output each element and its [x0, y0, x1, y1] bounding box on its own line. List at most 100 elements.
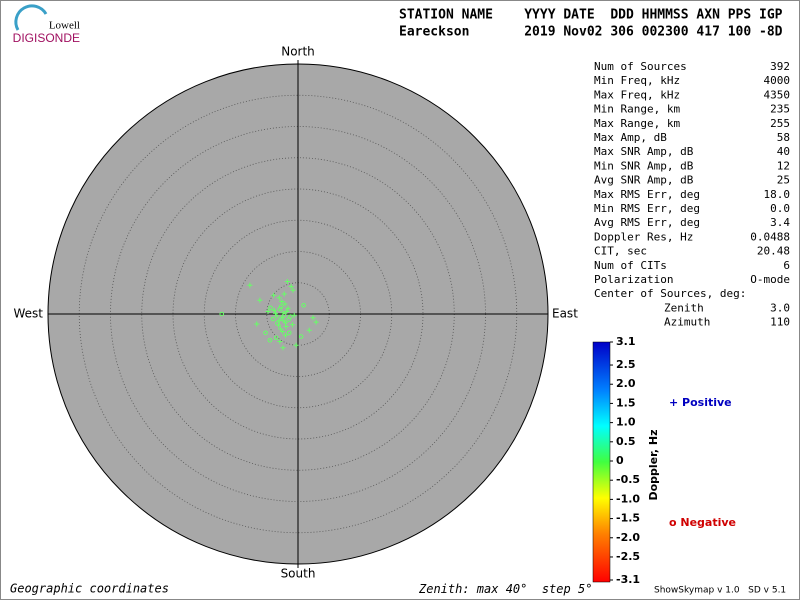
legend-negative: o Negative: [669, 516, 736, 529]
stat-label: Max RMS Err, deg: [594, 188, 700, 201]
source-point: [273, 335, 279, 341]
source-point: [288, 314, 293, 319]
source-point: [270, 316, 276, 322]
source-point: [289, 322, 295, 328]
stat-label: Doppler Res, Hz: [594, 230, 693, 243]
stat-label: Avg RMS Err, deg: [594, 216, 700, 229]
source-point: [247, 282, 253, 288]
footer-zenith: Zenith: max 40° step 5°: [418, 582, 592, 596]
colorbar-tick-label: 1.5: [616, 396, 636, 409]
source-point: [257, 297, 263, 303]
source-point: [284, 309, 290, 314]
stat-value: 58: [777, 131, 790, 144]
colorbar-tick-label: -1.0: [616, 492, 640, 505]
stat-label: Num of Sources: [594, 60, 687, 73]
stat-value: 0.0488: [750, 230, 790, 243]
source-point: [276, 295, 282, 301]
footer-right: ShowSkymap v 1.0 SD v 5.1: [654, 586, 786, 596]
logo-top: Lowell: [49, 20, 80, 32]
stat-value: 4350: [764, 88, 791, 101]
source-point: [273, 310, 278, 316]
stat-value: 392: [770, 60, 790, 73]
stat-label: Min Freq, kHz: [594, 74, 680, 87]
source-point: [279, 299, 285, 304]
source-point: [291, 312, 297, 318]
logo-arc: [14, 4, 48, 31]
colorbar-tick-label: -1.5: [616, 512, 640, 525]
stats-table: Num of Sources 392 Min Freq, kHz 4000 Max Fr…: [594, 60, 790, 329]
colorbar-tick-label: -2.0: [616, 531, 640, 544]
source-point: [284, 279, 290, 284]
source-point: [313, 319, 319, 325]
colorbar-tick-label: 0: [616, 454, 624, 467]
stat-value: 6: [783, 259, 790, 272]
compass-north: North: [281, 45, 315, 59]
source-point: [271, 292, 277, 298]
compass-south: South: [281, 567, 316, 581]
stat-label: Num of CITs: [594, 259, 667, 272]
stat-label: Zenith: [664, 301, 704, 314]
source-point: [276, 317, 282, 323]
stat-value: 40: [777, 145, 790, 158]
stat-value: 0.0: [770, 202, 790, 215]
header-row: Eareckson 2019 Nov02 306 002300 417 100 …: [399, 25, 783, 40]
source-point: [279, 315, 285, 321]
source-point: [298, 334, 304, 339]
colorbar-tick-label: -0.5: [616, 473, 640, 486]
source-point: [283, 324, 289, 329]
source-point: [306, 327, 312, 333]
compass-west: West: [13, 307, 43, 321]
source-point: [293, 342, 299, 348]
stat-label: Max SNR Amp, dB: [594, 145, 694, 158]
stat-label: Max Freq, kHz: [594, 88, 680, 101]
source-point: [310, 315, 316, 321]
colorbar-tick-label: 3.1: [616, 335, 636, 348]
source-point: [286, 330, 292, 336]
legend-positive: + Positive: [669, 396, 732, 409]
source-point: [301, 302, 306, 308]
stat-label: Avg SNR Amp, dB: [594, 174, 694, 187]
plot: North South West East: [13, 45, 578, 581]
source-point: [282, 301, 288, 307]
compass-east: East: [552, 307, 578, 321]
source-point: [290, 287, 296, 293]
source-point: [275, 321, 280, 326]
stat-value: 3.4: [770, 216, 790, 229]
source-point: [265, 309, 271, 314]
stat-value: 20.48: [757, 245, 790, 258]
stat-value: 110: [770, 316, 790, 329]
stat-label: CIT, sec: [594, 245, 647, 258]
colorbar-tick-label: -3.1: [616, 573, 640, 586]
source-point: [271, 307, 277, 313]
source-point: [277, 339, 283, 344]
source-point: [267, 337, 273, 343]
stat-label: Min Range, km: [594, 103, 680, 116]
colorbar: [592, 341, 611, 583]
stat-label: Center of Sources, deg:: [594, 287, 746, 300]
source-point: [280, 345, 286, 351]
source-point: [281, 291, 287, 297]
source-point: [219, 311, 225, 317]
stat-value: 12: [777, 159, 790, 172]
stat-value: 25: [777, 174, 790, 187]
stat-value: 235: [770, 103, 790, 116]
source-point: [268, 305, 273, 311]
stat-label: Max Amp, dB: [594, 131, 667, 144]
stat-label: Min SNR Amp, dB: [594, 159, 694, 172]
source-point: [283, 332, 288, 338]
stat-label: Max Range, km: [594, 117, 680, 130]
logo-bottom: DIGISONDE: [13, 31, 80, 45]
header-row: STATION NAME YYYY DATE DDD HHMMSS AXN PP…: [399, 8, 783, 23]
source-point: [263, 330, 268, 336]
footer-left: Geographic coordinates: [10, 582, 169, 596]
colorbar-tick-label: 2.0: [616, 377, 636, 390]
colorbar-ticks: 3.1 2.5 2.0 1.5 1.0 0.5 0 -0.5 -1.0 -1.5 -2.0 -2.5 -…: [610, 335, 640, 586]
colorbar-label: Doppler, Hz: [647, 429, 660, 500]
stat-value: 18.0: [764, 188, 791, 201]
colorbar-tick-label: 1.0: [616, 416, 636, 429]
source-point: [254, 321, 260, 327]
source-point: [279, 329, 285, 334]
stat-label: Polarization: [594, 273, 673, 286]
stat-value: 255: [770, 117, 790, 130]
